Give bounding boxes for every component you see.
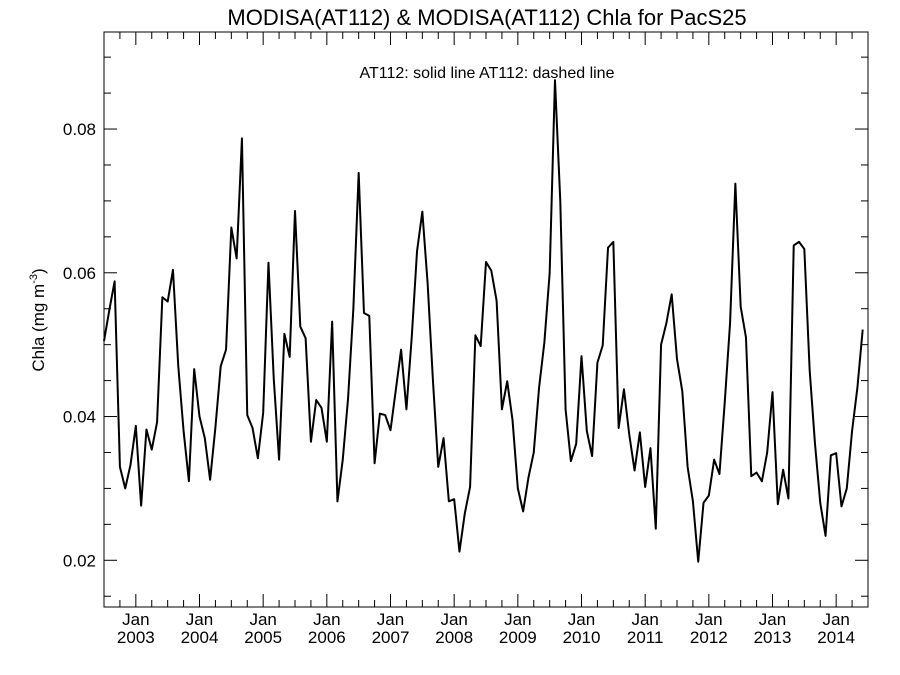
y-axis-label-close: )	[29, 268, 48, 274]
y-tick-label: 0.08	[63, 120, 96, 139]
x-tick-month-label: Jan	[631, 610, 658, 629]
x-tick-year-label: 2007	[372, 628, 410, 647]
x-tick-month-label: Jan	[440, 610, 467, 629]
x-tick-year-label: 2012	[690, 628, 728, 647]
x-tick-month-label: Jan	[568, 610, 595, 629]
x-tick-year-label: 2014	[817, 628, 855, 647]
x-tick-year-label: 2006	[308, 628, 346, 647]
series-line-solid	[103, 79, 864, 563]
plot-frame	[103, 31, 869, 608]
y-axis-label-superscript: -3	[28, 274, 40, 284]
x-tick-year-label: 2004	[181, 628, 219, 647]
x-tick-month-label: Jan	[504, 610, 531, 629]
x-tick-month-label: Jan	[759, 610, 786, 629]
x-tick-month-label: Jan	[313, 610, 340, 629]
y-tick-label: 0.06	[63, 264, 96, 283]
x-tick-month-label: Jan	[822, 610, 849, 629]
axis-tick-labels: 0.020.040.060.08Jan2003Jan2004Jan2005Jan…	[63, 120, 855, 647]
x-tick-year-label: 2013	[754, 628, 792, 647]
x-tick-month-label: Jan	[249, 610, 276, 629]
axis-ticks	[103, 32, 869, 607]
x-tick-month-label: Jan	[695, 610, 722, 629]
series-layer	[103, 79, 864, 563]
x-tick-year-label: 2005	[244, 628, 282, 647]
x-tick-year-label: 2003	[117, 628, 155, 647]
x-tick-month-label: Jan	[186, 610, 213, 629]
x-tick-year-label: 2008	[435, 628, 473, 647]
y-axis-label: Chla (mg m-3)	[28, 268, 48, 371]
legend-annotation: AT112: solid line AT112: dashed line	[360, 65, 615, 82]
x-tick-month-label: Jan	[377, 610, 404, 629]
chart-title: MODISA(AT112) & MODISA(AT112) Chla for P…	[227, 5, 746, 30]
y-axis-label-main: Chla (mg m	[29, 284, 48, 372]
x-tick-year-label: 2010	[563, 628, 601, 647]
x-tick-year-label: 2009	[499, 628, 537, 647]
x-tick-month-label: Jan	[122, 610, 149, 629]
x-tick-year-label: 2011	[627, 628, 664, 647]
y-tick-label: 0.02	[63, 551, 96, 570]
y-tick-label: 0.04	[63, 408, 96, 427]
